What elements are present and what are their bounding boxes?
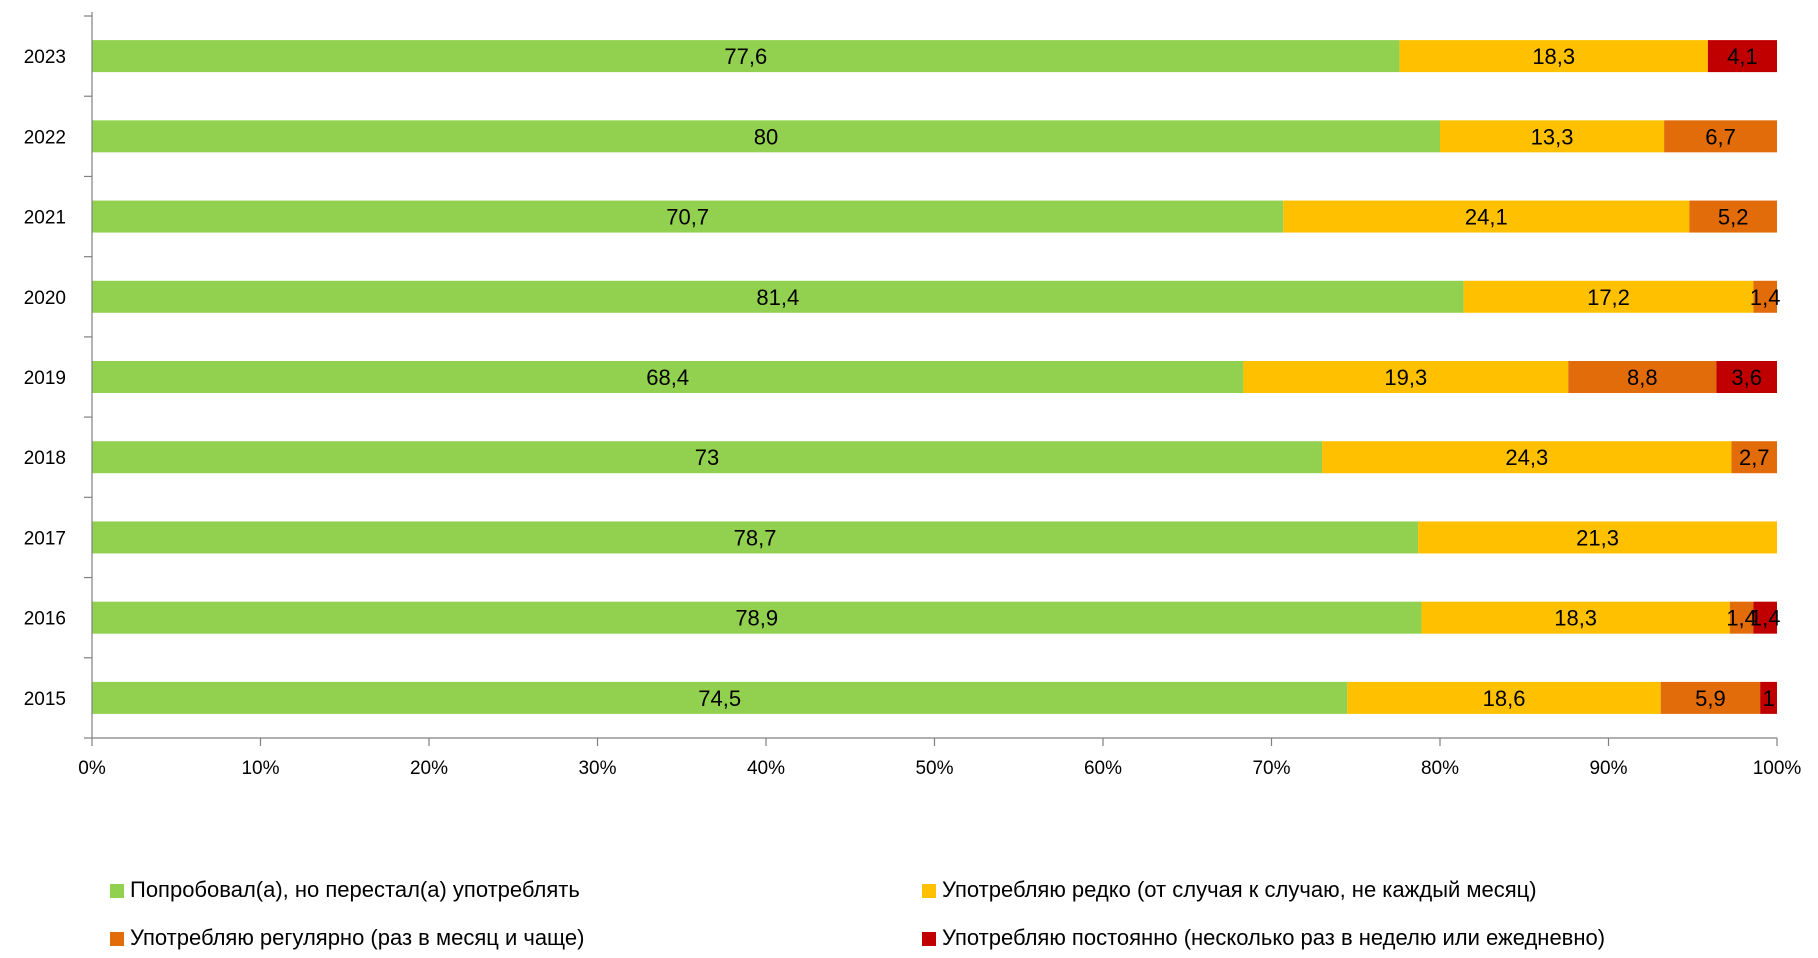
data-label-2017-series-2: 21,3 — [1576, 525, 1619, 550]
data-label-2021-series-1: 70,7 — [666, 205, 709, 230]
legend-swatch — [110, 884, 124, 898]
data-label-2019-series-1: 68,4 — [646, 365, 689, 390]
y-tick-label-2017: 2017 — [24, 528, 66, 549]
data-label-2015-series-1: 74,5 — [698, 686, 741, 711]
data-label-2018-series-2: 24,3 — [1505, 445, 1548, 470]
data-label-2023-series-2: 18,3 — [1532, 44, 1575, 69]
legend-item-series-1: Попробовал(а), но перестал(а) употреблят… — [110, 877, 580, 902]
data-label-2016-series-4: 1,4 — [1750, 606, 1781, 631]
bar-segment-2018-series-1 — [92, 441, 1323, 474]
x-tick-label-20pct: 20% — [410, 758, 448, 779]
x-tick-label-40pct: 40% — [747, 758, 785, 779]
legend-item-series-4: Употребляю постоянно (несколько раз в не… — [922, 925, 1605, 950]
bar-segment-2020-series-2 — [1463, 280, 1754, 313]
x-tick-label-50pct: 50% — [915, 758, 953, 779]
bar-segment-2016-series-2 — [1421, 601, 1730, 634]
bar-segment-2020-series-3 — [1753, 280, 1777, 313]
x-tick-label-90pct: 90% — [1589, 758, 1627, 779]
data-label-2016-series-3: 1,4 — [1726, 606, 1757, 631]
legend-item-series-2: Употребляю редко (от случая к случаю, не… — [922, 877, 1537, 902]
bar-segment-2017-series-1 — [92, 521, 1419, 554]
axes-group: 2023 2022 2021 2020 2019 2018 2017 2016 2015 0% 10… — [24, 12, 1802, 779]
legend-swatch — [922, 932, 936, 946]
bar-segment-2019-series-2 — [1243, 361, 1569, 393]
y-tick-label-2016: 2016 — [24, 609, 66, 630]
bar-segment-2021-series-3 — [1689, 200, 1777, 233]
bar-segment-2016-series-3 — [1729, 601, 1754, 634]
bar-segment-2023-series-4 — [1707, 40, 1777, 73]
data-label-2019-series-4: 3,6 — [1731, 365, 1762, 390]
data-label-2015-series-4: 1 — [1762, 686, 1774, 711]
bar-segment-2018-series-3 — [1731, 441, 1777, 474]
bar-segment-2015-series-3 — [1660, 681, 1761, 714]
data-label-2016-series-2: 18,3 — [1554, 606, 1597, 631]
legend: Попробовал(а), но перестал(а) употреблят… — [110, 877, 1605, 950]
data-label-2018-series-3: 2,7 — [1739, 445, 1770, 470]
legend-label: Попробовал(а), но перестал(а) употреблят… — [130, 877, 580, 902]
bar-segment-2019-series-1 — [92, 361, 1244, 393]
legend-label: Употребляю постоянно (несколько раз в не… — [942, 925, 1605, 950]
bar-segment-2015-series-4 — [1760, 681, 1777, 714]
bar-segment-2023-series-2 — [1399, 40, 1708, 73]
x-tick-label-80pct: 80% — [1421, 758, 1459, 779]
x-tick-label-0pct: 0% — [78, 758, 106, 779]
bar-segment-2022-series-2 — [1440, 120, 1665, 153]
bars-group — [92, 40, 1777, 714]
bar-segment-2017-series-2 — [1418, 521, 1777, 554]
data-label-2021-series-3: 5,2 — [1718, 205, 1749, 230]
bar-segment-2021-series-2 — [1283, 200, 1690, 233]
data-label-2019-series-3: 8,8 — [1627, 365, 1658, 390]
x-tick-label-70pct: 70% — [1252, 758, 1290, 779]
y-tick-label-2023: 2023 — [24, 47, 66, 68]
legend-swatch — [110, 932, 124, 946]
data-label-2022-series-1: 80 — [754, 124, 778, 149]
bar-segment-2016-series-4 — [1753, 601, 1777, 634]
y-tick-label-2019: 2019 — [24, 368, 66, 389]
data-label-2015-series-3: 5,9 — [1695, 686, 1726, 711]
y-tick-label-2022: 2022 — [24, 127, 66, 148]
data-label-2020-series-2: 17,2 — [1587, 285, 1630, 310]
y-tick-label-2015: 2015 — [24, 689, 66, 710]
bar-segment-2021-series-1 — [92, 200, 1284, 233]
data-label-2015-series-2: 18,6 — [1483, 686, 1526, 711]
bar-segment-2019-series-4 — [1716, 361, 1777, 393]
data-label-2023-series-1: 77,6 — [724, 44, 767, 69]
data-label-2016-series-1: 78,9 — [735, 606, 778, 631]
x-tick-label-10pct: 10% — [241, 758, 279, 779]
bar-segment-2022-series-3 — [1664, 120, 1777, 153]
bar-segment-2018-series-2 — [1322, 441, 1732, 474]
legend-swatch — [922, 884, 936, 898]
y-tick-label-2018: 2018 — [24, 448, 66, 469]
bar-segment-2015-series-1 — [92, 681, 1348, 714]
data-labels-group: 77,6 18,3 4,1 80 13,3 6,7 70,7 24,1 5,2 81,4 17,2 1… — [646, 44, 1780, 711]
legend-label: Употребляю редко (от случая к случаю, не… — [942, 877, 1537, 902]
data-label-2022-series-3: 6,7 — [1705, 124, 1736, 149]
bar-segment-2020-series-1 — [92, 280, 1464, 313]
data-label-2018-series-1: 73 — [695, 445, 719, 470]
y-tick-label-2021: 2021 — [24, 208, 66, 229]
data-label-2020-series-3: 1,4 — [1750, 285, 1781, 310]
bar-segment-2022-series-1 — [92, 120, 1440, 153]
data-label-2017-series-1: 78,7 — [734, 525, 777, 550]
bar-segment-2015-series-2 — [1347, 681, 1661, 714]
bar-segment-2016-series-1 — [92, 601, 1422, 634]
data-label-2021-series-2: 24,1 — [1465, 205, 1508, 230]
bar-segment-2023-series-1 — [92, 40, 1400, 73]
bar-segment-2019-series-3 — [1568, 361, 1717, 393]
y-tick-label-2020: 2020 — [24, 288, 66, 309]
x-tick-label-30pct: 30% — [578, 758, 616, 779]
x-tick-label-100pct: 100% — [1753, 758, 1802, 779]
data-label-2022-series-2: 13,3 — [1531, 124, 1574, 149]
legend-label: Употребляю регулярно (раз в месяц и чаще… — [130, 925, 584, 950]
data-label-2020-series-1: 81,4 — [756, 285, 799, 310]
x-tick-label-60pct: 60% — [1084, 758, 1122, 779]
data-label-2023-series-4: 4,1 — [1727, 44, 1758, 69]
legend-item-series-3: Употребляю регулярно (раз в месяц и чаще… — [110, 925, 584, 950]
data-label-2019-series-2: 19,3 — [1384, 365, 1427, 390]
